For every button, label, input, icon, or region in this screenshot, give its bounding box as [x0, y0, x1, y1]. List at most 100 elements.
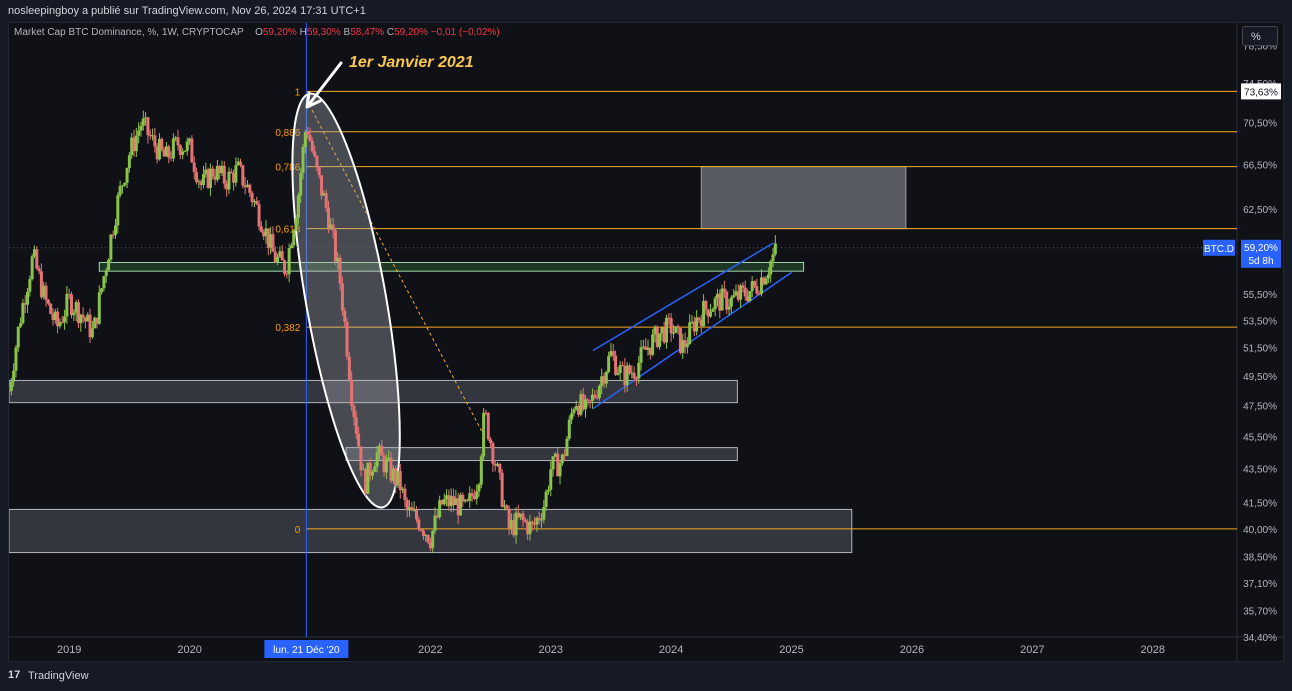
price-chart[interactable]: 10,8860,7860,6180,382078,50%74,50%70,50%…: [9, 23, 1285, 663]
candle-body: [697, 317, 701, 320]
candle-body: [563, 454, 567, 456]
legend-high-label: H: [299, 27, 307, 38]
candles-group: [9, 110, 777, 554]
candle-body: [181, 151, 185, 155]
candle-body: [368, 462, 372, 476]
candle-body: [65, 293, 69, 317]
candle-body: [264, 228, 268, 237]
candle-body: [753, 281, 757, 286]
legend-open-label: O: [255, 27, 263, 38]
candle-body: [458, 494, 462, 516]
candle-body: [669, 318, 673, 334]
candle-body: [398, 470, 402, 491]
candle-body: [88, 314, 92, 338]
symbol-tag-bg: [1203, 239, 1235, 256]
candle-body: [440, 500, 444, 505]
candle-body: [382, 455, 386, 473]
candle-body: [634, 378, 638, 380]
top-price-tag-bg: [1241, 83, 1281, 100]
candle-body: [627, 365, 631, 374]
x-tick-label-0: 2019: [57, 644, 81, 656]
legend-open-value: 59,20%: [262, 27, 297, 38]
candle-body: [567, 419, 571, 439]
candle-body: [303, 132, 307, 147]
candle-body: [486, 412, 490, 440]
candle-body: [435, 515, 439, 518]
candle-body: [750, 281, 754, 292]
candle-body: [692, 321, 696, 332]
candle-body: [171, 138, 175, 159]
candle-body: [641, 346, 645, 348]
annotation-arrow-icon: [305, 61, 343, 109]
candle-body: [472, 495, 476, 499]
candle-body: [537, 517, 541, 520]
candle-body: [549, 469, 553, 490]
tradingview-brand[interactable]: TradingView: [28, 670, 89, 682]
candle-body: [607, 356, 611, 372]
publisher-line: nosleepingboy a publié sur TradingView.c…: [8, 5, 366, 17]
candle-body: [514, 512, 518, 536]
publish-header: nosleepingboy a publié sur TradingView.c…: [0, 0, 1292, 22]
candle-body: [243, 185, 247, 188]
candle-body: [14, 347, 18, 371]
fib-level-label-2: 0,786: [275, 163, 300, 174]
footer-bar: 17 TradingView: [0, 662, 1292, 691]
candle-body: [665, 317, 669, 343]
candle-body: [167, 146, 171, 158]
candle-body: [743, 287, 747, 297]
candle-body: [709, 311, 713, 317]
candle-body: [197, 181, 201, 183]
candle-body: [125, 167, 129, 183]
candle-body: [389, 457, 393, 481]
candle-body: [489, 439, 493, 444]
candle-body: [424, 534, 428, 536]
candle-body: [370, 472, 374, 476]
candle-body: [204, 169, 208, 175]
candle-body: [646, 347, 650, 350]
candle-body: [519, 513, 523, 518]
candle-body: [354, 417, 358, 434]
y-tick-label-14: 40,00%: [1243, 525, 1277, 536]
candle-body: [558, 463, 562, 477]
y-tick-label-10: 47,50%: [1243, 402, 1277, 413]
candle-body: [320, 175, 324, 196]
candle-body: [505, 505, 509, 509]
candle-body: [220, 165, 224, 174]
candle-body: [639, 347, 643, 363]
candle-body: [604, 371, 608, 384]
candle-body: [711, 309, 715, 312]
candle-body: [380, 445, 384, 456]
fib-level-label-4: 0,382: [275, 323, 300, 334]
candle-body: [410, 507, 414, 511]
candle-body: [118, 186, 122, 196]
candle-body: [329, 224, 333, 230]
candle-body: [727, 306, 731, 310]
candle-body: [100, 288, 104, 293]
candle-body: [630, 372, 634, 374]
candle-body: [51, 313, 55, 321]
unit-toggle-button[interactable]: %: [1242, 26, 1278, 46]
candle-body: [306, 132, 310, 135]
candle-body: [509, 520, 513, 529]
y-tick-label-7: 53,50%: [1243, 316, 1277, 327]
candle-body: [178, 145, 182, 155]
candle-body: [438, 500, 442, 518]
candle-body: [484, 412, 488, 414]
legend-close-label: C: [386, 27, 395, 38]
candle-body: [433, 515, 437, 531]
candle-body: [292, 230, 296, 246]
y-tick-label-13: 41,50%: [1243, 498, 1277, 509]
candle-body: [81, 314, 85, 318]
candle-body: [331, 224, 335, 231]
drawing-ellipse: [291, 92, 401, 509]
candle-body: [137, 130, 141, 136]
candle-body: [521, 513, 525, 520]
candle-body: [377, 445, 381, 453]
candle-body: [248, 184, 252, 193]
candle-body: [215, 165, 219, 180]
candle-body: [160, 138, 164, 150]
candle-body: [141, 118, 145, 126]
candle-body: [366, 462, 370, 494]
chart-area[interactable]: 10,8860,7860,6180,382078,50%74,50%70,50%…: [8, 22, 1285, 663]
candle-body: [236, 161, 240, 166]
